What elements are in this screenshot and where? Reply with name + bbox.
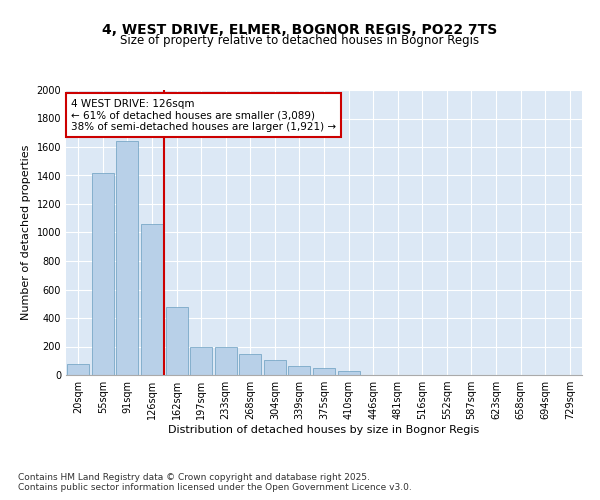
X-axis label: Distribution of detached houses by size in Bognor Regis: Distribution of detached houses by size …: [169, 425, 479, 435]
Bar: [166, 308, 188, 375]
Bar: [289, 366, 310, 375]
Bar: [239, 354, 262, 375]
Text: 4 WEST DRIVE: 126sqm
← 61% of detached houses are smaller (3,089)
38% of semi-de: 4 WEST DRIVE: 126sqm ← 61% of detached h…: [71, 98, 336, 132]
Bar: [190, 346, 212, 375]
Bar: [67, 364, 89, 375]
Text: Size of property relative to detached houses in Bognor Regis: Size of property relative to detached ho…: [121, 34, 479, 47]
Bar: [116, 142, 139, 375]
Text: Contains HM Land Registry data © Crown copyright and database right 2025.: Contains HM Land Registry data © Crown c…: [18, 472, 370, 482]
Bar: [338, 370, 359, 375]
Bar: [264, 360, 286, 375]
Bar: [92, 172, 114, 375]
Bar: [313, 368, 335, 375]
Text: 4, WEST DRIVE, ELMER, BOGNOR REGIS, PO22 7TS: 4, WEST DRIVE, ELMER, BOGNOR REGIS, PO22…: [103, 22, 497, 36]
Text: Contains public sector information licensed under the Open Government Licence v3: Contains public sector information licen…: [18, 482, 412, 492]
Y-axis label: Number of detached properties: Number of detached properties: [21, 145, 31, 320]
Bar: [215, 347, 237, 375]
Bar: [141, 224, 163, 375]
